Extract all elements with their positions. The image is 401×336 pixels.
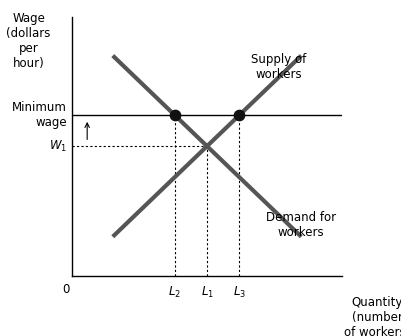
Text: Demand for
workers: Demand for workers	[265, 211, 336, 239]
Text: $L_1$: $L_1$	[200, 285, 213, 300]
Point	[235, 113, 242, 118]
Text: Supply of
workers: Supply of workers	[251, 53, 306, 81]
Text: $W_1$: $W_1$	[49, 139, 67, 154]
Text: Quantity
(number
of workers): Quantity (number of workers)	[344, 296, 401, 336]
Text: Wage
(dollars
per
hour): Wage (dollars per hour)	[6, 12, 51, 70]
Text: $L_2$: $L_2$	[168, 285, 181, 300]
Text: 0: 0	[62, 283, 69, 296]
Text: $L_3$: $L_3$	[232, 285, 245, 300]
Text: Minimum
wage: Minimum wage	[12, 101, 67, 129]
Point	[171, 113, 178, 118]
